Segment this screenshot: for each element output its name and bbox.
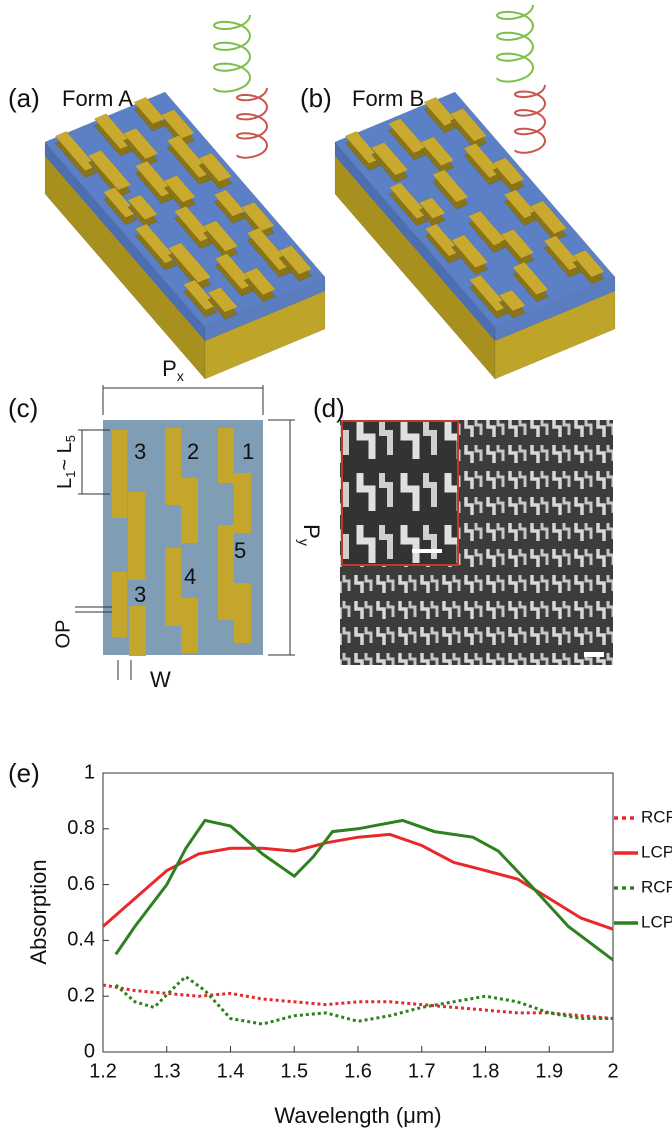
x-tick-label: 1.9 bbox=[535, 1060, 563, 1082]
dimension-label: Py bbox=[296, 524, 324, 546]
sem-image bbox=[340, 420, 613, 665]
bar-number: 1 bbox=[242, 439, 254, 464]
x-tick-label: 1.6 bbox=[344, 1060, 372, 1082]
panel-label: (c) bbox=[8, 393, 38, 423]
light-helix bbox=[515, 85, 545, 153]
bar-number: 2 bbox=[187, 439, 199, 464]
data-line bbox=[116, 977, 613, 1024]
bar-number: 3 bbox=[134, 439, 146, 464]
x-tick-label: 1.4 bbox=[217, 1060, 245, 1082]
y-axis-title: Absorption bbox=[26, 859, 51, 964]
symbol: L bbox=[54, 478, 76, 489]
symbol: P bbox=[299, 524, 324, 539]
subscript: x bbox=[177, 368, 184, 384]
data-line bbox=[103, 834, 613, 929]
dimension-label: L1~ L5 bbox=[54, 435, 78, 489]
nanobar bbox=[165, 548, 181, 626]
nanobar bbox=[128, 492, 145, 580]
light-helix bbox=[237, 88, 267, 158]
symbol: ~ L bbox=[54, 442, 76, 470]
panel-label: (b) bbox=[300, 83, 332, 113]
nanobar bbox=[112, 572, 127, 637]
subscript: 5 bbox=[63, 435, 78, 442]
nanobar bbox=[181, 478, 198, 543]
panel-title: Form A bbox=[62, 86, 133, 111]
legend-label: LCP Exp bbox=[641, 842, 672, 861]
panel-label: (a) bbox=[8, 83, 40, 113]
x-tick-label: 1.3 bbox=[153, 1060, 181, 1082]
nanobar bbox=[112, 430, 127, 518]
y-tick-label: 0 bbox=[84, 1040, 95, 1062]
dimension-label: W bbox=[150, 667, 171, 692]
nanobar bbox=[165, 428, 181, 505]
y-tick-label: 0.2 bbox=[67, 984, 95, 1006]
chart: (e) Absorption Wavelength (μm) 0 0.2 0.4 0.… bbox=[8, 758, 672, 1128]
dimension-label: Px bbox=[162, 356, 184, 384]
panel-label: (d) bbox=[313, 393, 345, 423]
legend-label: RCP Sim bbox=[641, 877, 672, 896]
x-axis-title: Wavelength (μm) bbox=[274, 1103, 441, 1128]
nanobar bbox=[234, 473, 251, 533]
panel-title: Form B bbox=[352, 86, 424, 111]
x-tick-label: 1.7 bbox=[408, 1060, 436, 1082]
figure: (a) Form A (b) Form B (c) (d) Px Py L1~ … bbox=[0, 0, 672, 1135]
bar-number: 5 bbox=[234, 538, 246, 563]
dimension-label: OP bbox=[52, 620, 74, 649]
symbol: P bbox=[162, 356, 177, 381]
x-tick-label: 1.8 bbox=[472, 1060, 500, 1082]
nanobar bbox=[129, 606, 146, 656]
light-helix bbox=[497, 5, 533, 82]
bar-number: 3 bbox=[134, 582, 146, 607]
nanobar bbox=[234, 583, 251, 643]
y-tick-label: 0.8 bbox=[67, 817, 95, 839]
panel-label: (e) bbox=[8, 758, 40, 788]
illustrations bbox=[45, 5, 615, 379]
y-tick-label: 0.6 bbox=[67, 873, 95, 895]
x-tick-label: 1.2 bbox=[89, 1060, 117, 1082]
subscript: 1 bbox=[63, 471, 78, 478]
bar-number: 4 bbox=[184, 564, 196, 589]
legend-label: RCP Exp bbox=[641, 807, 672, 826]
legend-label: LCP Sim bbox=[641, 912, 672, 931]
subscript: y bbox=[296, 539, 312, 546]
nanobar bbox=[181, 598, 198, 653]
nanobar bbox=[218, 428, 234, 483]
data-line bbox=[103, 985, 613, 1019]
plot-frame bbox=[103, 773, 613, 1052]
y-tick-label: 0.4 bbox=[67, 929, 95, 951]
y-tick-label: 1 bbox=[84, 761, 95, 783]
nanobar bbox=[218, 525, 234, 620]
x-tick-label: 1.5 bbox=[280, 1060, 308, 1082]
x-tick-label: 2 bbox=[607, 1060, 618, 1082]
light-helix bbox=[214, 15, 250, 92]
